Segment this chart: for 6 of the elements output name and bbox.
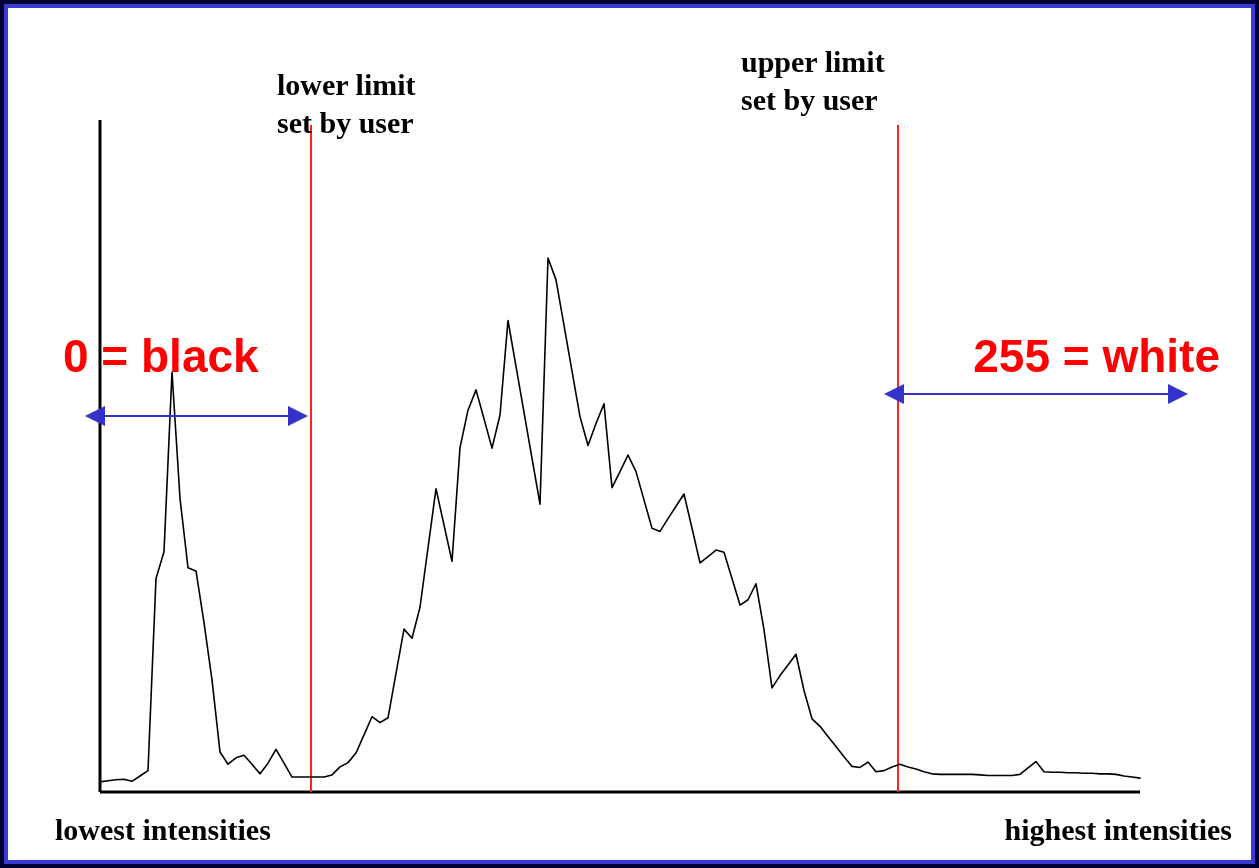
text: lowest intensities — [55, 813, 271, 846]
annotation: 0 = black — [63, 330, 260, 382]
text: upper limit set by user — [741, 45, 885, 116]
annotation: 255 = white — [973, 330, 1220, 382]
text: highest intensities — [1004, 813, 1232, 846]
text: lower limit set by user — [277, 68, 416, 139]
